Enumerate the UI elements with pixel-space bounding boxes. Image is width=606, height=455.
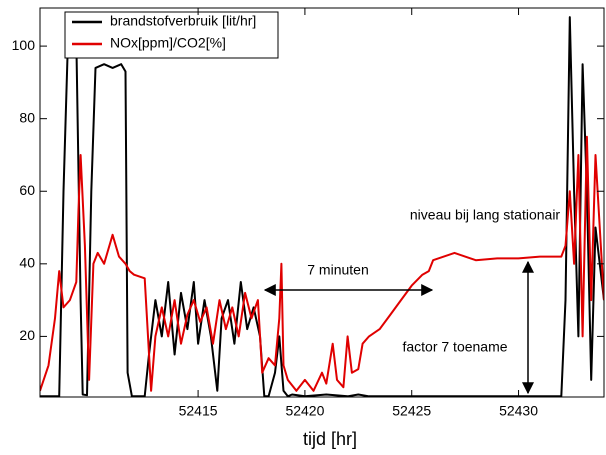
series-line [40,135,604,392]
x-tick-label: 52425 [392,403,431,419]
y-tick-label: 100 [12,37,36,53]
x-tick-label: 52420 [285,403,324,419]
x-tick-label: 52415 [179,403,218,419]
legend-label: brandstofverbruik [lit/hr] [110,13,256,29]
y-tick-label: 40 [19,255,35,271]
x-tick-label: 52430 [499,403,538,419]
y-tick-label: 20 [19,327,35,343]
plot-frame [39,7,605,398]
annotation: factor 7 toename [402,339,507,355]
y-tick-label: 80 [19,109,35,125]
series-line [40,16,604,397]
annotation: niveau bij lang stationair [410,207,561,223]
y-tick-label: 60 [19,182,35,198]
annotation: 7 minuten [307,262,368,278]
legend [64,11,279,59]
x-axis-label: tijd [hr] [303,429,357,449]
legend-label: NOx[ppm]/CO2[%] [110,35,226,51]
